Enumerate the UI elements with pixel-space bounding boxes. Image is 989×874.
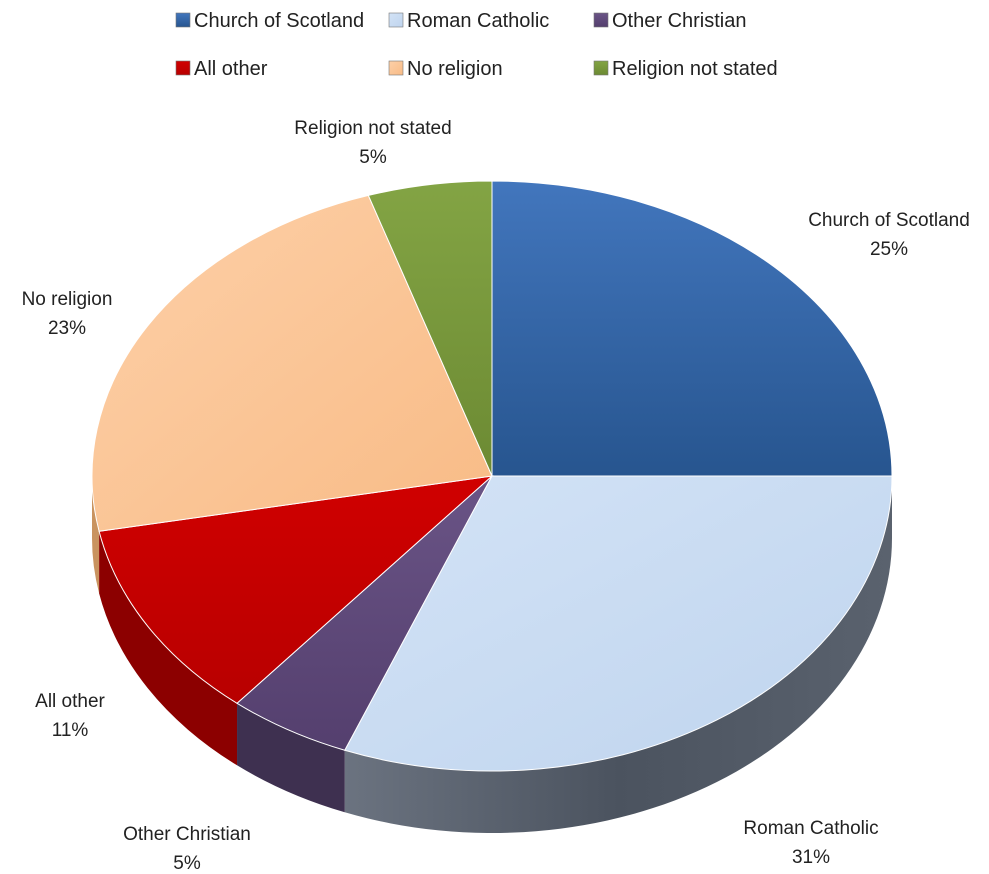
slice-no-religion: [91, 194, 493, 532]
legend-label-other-christian: Other Christian: [612, 10, 747, 32]
slice-label-church-of-scotland: Church of Scotland: [808, 210, 970, 231]
legend-swatch-other-christian: [593, 12, 609, 28]
slice-value-religion-not-stated: 5%: [359, 147, 387, 168]
slice-religion-not-stated: [367, 180, 493, 477]
slice-church-of-scotland: [491, 180, 893, 477]
slice-value-no-religion: 23%: [48, 318, 86, 339]
legend-swatch-religion-not-stated: [593, 60, 609, 76]
legend-label-all-other: All other: [194, 58, 268, 80]
slice-label-no-religion: No religion: [22, 289, 113, 310]
legend-label-no-religion: No religion: [407, 58, 503, 80]
side-wall-other-christian: [237, 703, 345, 813]
slice-label-religion-not-stated: Religion not stated: [294, 118, 451, 139]
legend-swatch-no-religion: [388, 60, 404, 76]
legend-label-church-of-scotland: Church of Scotland: [194, 10, 364, 32]
slice-all-other: [98, 475, 494, 704]
legend: Church of Scotland Roman Catholic Other Ch…: [175, 10, 778, 80]
slice-roman-catholic: [344, 475, 893, 772]
legend-swatch-church-of-scotland: [175, 12, 191, 28]
side-wall-all-other: [99, 531, 238, 766]
legend-label-religion-not-stated: Religion not stated: [612, 58, 778, 80]
legend-swatch-all-other: [175, 60, 191, 76]
slice-value-all-other: 11%: [52, 720, 89, 741]
slice-labels: Church of Scotland 25% Roman Catholic 31% Ot…: [22, 118, 970, 874]
slice-label-roman-catholic: Roman Catholic: [743, 818, 878, 839]
slice-label-all-other: All other: [35, 691, 105, 712]
legend-label-roman-catholic: Roman Catholic: [407, 10, 549, 32]
slice-value-other-christian: 5%: [173, 853, 201, 874]
legend-swatch-roman-catholic: [388, 12, 404, 28]
slice-value-roman-catholic: 31%: [792, 847, 830, 868]
side-wall-roman-catholic: [344, 476, 892, 833]
pie-slices: [91, 180, 893, 772]
slice-label-other-christian: Other Christian: [123, 824, 251, 845]
slice-value-church-of-scotland: 25%: [870, 239, 908, 260]
